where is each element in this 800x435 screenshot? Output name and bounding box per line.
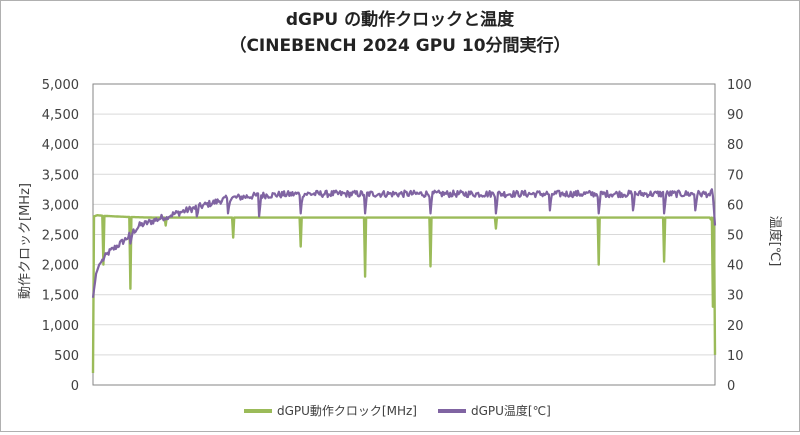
y-right-tick-label: 60 — [727, 198, 744, 213]
y-left-tick-label: 4,000 — [42, 138, 79, 153]
y-left-tick-label: 5,000 — [42, 78, 79, 93]
y-right-tick-label: 10 — [727, 349, 744, 364]
y-axis-left: 0 500 1,000 1,500 2,000 2,500 3,000 3,500 4,000 4… — [42, 78, 79, 394]
y-right-tick-label: 100 — [727, 78, 752, 93]
legend-label-clock: dGPU動作クロック[MHz] — [277, 404, 417, 418]
y-left-tick-label: 2,000 — [42, 259, 79, 274]
y-right-tick-label: 70 — [727, 168, 744, 183]
y-left-tick-label: 2,500 — [42, 229, 79, 244]
chart-title-line2: （CINEBENCH 2024 GPU 10分間実行） — [229, 35, 570, 56]
gridlines — [93, 83, 715, 386]
y-left-tick-label: 1,500 — [42, 289, 79, 304]
y-right-tick-label: 40 — [727, 259, 744, 274]
chart-title-line1: dGPU の動作クロックと温度 — [286, 9, 515, 30]
legend-label-temperature: dGPU温度[℃] — [471, 403, 551, 418]
y-right-tick-label: 50 — [727, 229, 744, 244]
legend: dGPU動作クロック[MHz] dGPU温度[℃] — [244, 403, 551, 418]
y-right-tick-label: 30 — [727, 289, 744, 304]
series-line-clock — [91, 214, 717, 374]
y-axis-left-label: 動作クロック[MHz] — [18, 183, 33, 299]
y-right-tick-label: 20 — [727, 319, 744, 334]
y-axis-right: 0 10 20 30 40 50 60 70 80 90 100 — [727, 78, 752, 394]
y-right-tick-label: 0 — [727, 379, 735, 394]
y-left-tick-label: 1,000 — [42, 319, 79, 334]
series-line-temperature — [91, 188, 717, 298]
y-right-tick-label: 90 — [727, 108, 744, 123]
y-right-tick-label: 80 — [727, 138, 744, 153]
y-left-tick-label: 3,000 — [42, 198, 79, 213]
y-axis-right-label: 温度[℃] — [767, 216, 783, 267]
y-left-tick-label: 4,500 — [42, 108, 79, 123]
y-left-tick-label: 0 — [71, 379, 79, 394]
series-layer — [91, 188, 717, 374]
y-left-tick-label: 3,500 — [42, 168, 79, 183]
y-left-tick-label: 500 — [54, 349, 79, 364]
